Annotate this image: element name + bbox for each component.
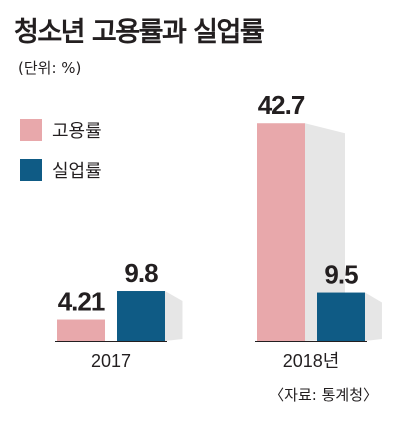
legend-label-employment: 고용률 bbox=[52, 121, 102, 142]
bar-shadow-0-1 bbox=[305, 123, 345, 341]
source-note: 〈자료: 통계청〉 bbox=[269, 386, 378, 404]
bar-shadow-1-1 bbox=[365, 292, 382, 341]
value-label-employment-1: 42.7 bbox=[258, 90, 305, 120]
bar-shadow-1-0 bbox=[165, 291, 183, 341]
category-label-1: 2018년 bbox=[283, 351, 340, 371]
value-label-unemployment-0: 9.8 bbox=[124, 258, 158, 288]
chart-title: 청소년 고용률과 실업률 bbox=[14, 17, 265, 48]
legend-swatch-employment bbox=[20, 119, 42, 141]
bar-unemployment-1 bbox=[317, 292, 365, 341]
legend-item-employment: 고용률 bbox=[20, 117, 102, 143]
bar-employment-0 bbox=[57, 319, 105, 341]
value-label-unemployment-1: 9.5 bbox=[324, 260, 358, 290]
legend-swatch-unemployment bbox=[20, 159, 42, 181]
legend: 고용률 실업률 bbox=[20, 117, 102, 197]
unit-label: (단위: %) bbox=[18, 59, 82, 77]
bar-employment-1 bbox=[257, 123, 305, 341]
category-label-0: 2017 bbox=[91, 351, 131, 371]
legend-label-unemployment: 실업률 bbox=[52, 161, 102, 182]
legend-item-unemployment: 실업률 bbox=[20, 157, 102, 183]
bar-unemployment-0 bbox=[117, 291, 165, 341]
value-label-employment-0: 4.21 bbox=[58, 287, 105, 317]
